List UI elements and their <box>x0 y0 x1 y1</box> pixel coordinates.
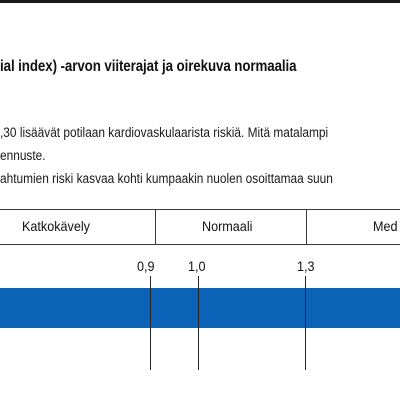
tick-label-1-3: 1,3 <box>297 258 315 274</box>
tick-line-1-3 <box>305 276 306 370</box>
description-line-1: ,30 lisäävät potilaan kardiovaskulaarist… <box>0 125 329 140</box>
zone-label-katkokavely: Katkokävely <box>22 218 90 234</box>
description-line-2: ennuste. <box>0 148 46 163</box>
tick-line-0-9 <box>150 276 151 370</box>
top-rule <box>0 0 400 3</box>
figure-title: ial index) -arvon viiterajat ja oirekuva… <box>0 58 297 75</box>
zone-bar <box>0 209 400 245</box>
tick-label-1-0: 1,0 <box>188 258 206 274</box>
description-line-3: ahtumien riski kasvaa kohti kumpaakin nu… <box>0 171 333 186</box>
tick-label-0-9: 0,9 <box>137 258 155 274</box>
zone-label-normaali: Normaali <box>202 218 253 234</box>
zone-label-med: Med <box>373 218 398 234</box>
zone-divider-2 <box>306 209 307 245</box>
zone-divider-1 <box>155 209 156 245</box>
tick-line-1-0 <box>198 276 199 370</box>
value-band <box>0 288 400 328</box>
